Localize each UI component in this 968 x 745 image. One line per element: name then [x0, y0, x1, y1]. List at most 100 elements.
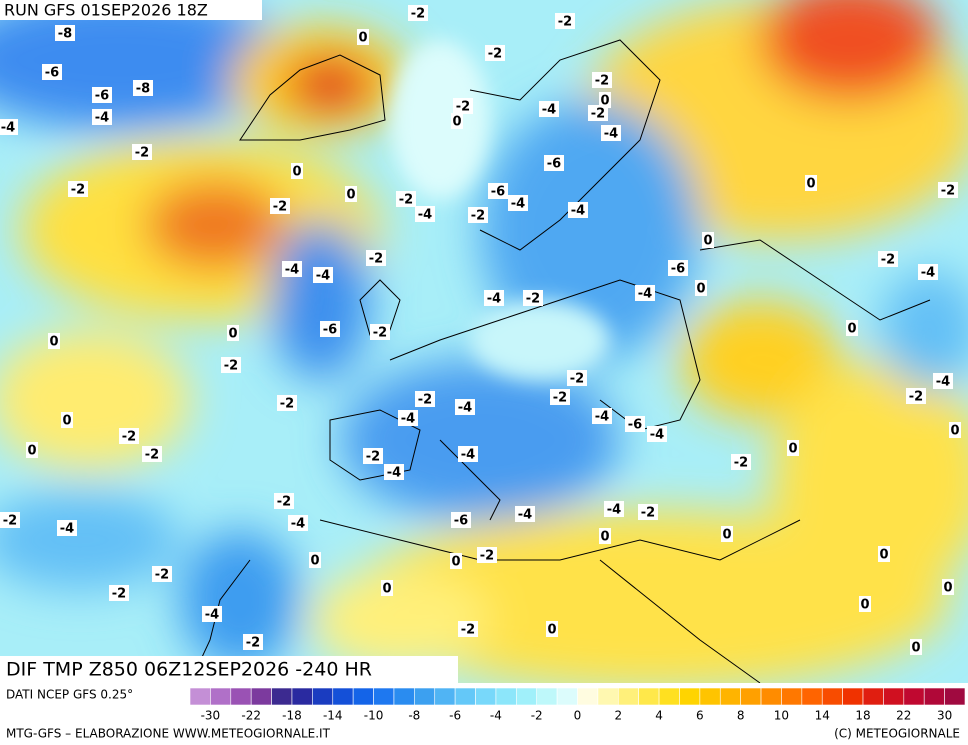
contour-label-bg — [450, 553, 462, 569]
contour-label: -2 — [369, 252, 383, 267]
contour-label-bg — [938, 182, 958, 198]
colorbar-label: -6 — [449, 709, 461, 723]
contour-label-bg — [668, 260, 688, 276]
contour-label: -4 — [387, 466, 401, 481]
contour-label: -2 — [461, 623, 475, 638]
contour-label: -2 — [71, 183, 85, 198]
contour-label: -2 — [246, 636, 260, 651]
contour-label: -4 — [638, 287, 652, 302]
contour-label-bg — [555, 13, 575, 29]
title-box — [0, 0, 262, 20]
contour-label-bg — [550, 389, 570, 405]
colorbar-swatch — [577, 687, 599, 706]
colorbar-swatch — [801, 687, 823, 706]
contour-label-bg — [451, 113, 463, 129]
contour-label-bg — [415, 391, 435, 407]
contour-label-bg — [282, 261, 302, 277]
colorbar-swatch — [434, 687, 456, 706]
colorbar-label: 14 — [815, 709, 830, 723]
contour-label: -6 — [491, 185, 505, 200]
colorbar: -30 -22 -18 -14 -10 -8 -6 -4 -2 0 2 4 6 8 10 14 18 22 30 — [189, 687, 966, 723]
colorbar-swatch — [393, 687, 415, 706]
contour-label: -4 — [936, 375, 950, 390]
colorbar-label: 22 — [896, 709, 911, 723]
run-label: DIF TMP Z850 06Z12SEP2026 -240 HR — [6, 659, 372, 681]
contour-label-bg — [592, 408, 612, 424]
contour-label-bg — [453, 98, 473, 114]
colorbar-label: -22 — [241, 709, 261, 723]
colorbar-label: 30 — [937, 709, 952, 723]
contour-label-bg — [345, 186, 357, 202]
contour-label: -2 — [480, 549, 494, 564]
colorbar-swatch — [740, 687, 762, 706]
colorbar-swatch — [516, 687, 538, 706]
contour-label: -4 — [921, 266, 935, 281]
contour-label: 0 — [879, 548, 888, 563]
contour-label: -4 — [542, 103, 556, 118]
contour-label: -4 — [316, 269, 330, 284]
contour-label-bg — [309, 552, 321, 568]
contour-label: -4 — [461, 448, 475, 463]
contour-label-bg — [26, 442, 38, 458]
contour-label: -2 — [456, 100, 470, 115]
contour-label: -4 — [401, 412, 415, 427]
contour-label-bg — [119, 428, 139, 444]
colorbar-swatch — [475, 687, 497, 706]
contour-label-bg — [805, 175, 817, 191]
colorbar-label: -8 — [408, 709, 420, 723]
contour-label: -2 — [526, 292, 540, 307]
contour-label: -2 — [488, 47, 502, 62]
colorbar-swatch — [719, 687, 741, 706]
contour-label-bg — [695, 280, 707, 296]
contour-label: -6 — [454, 514, 468, 529]
contour-label: -2 — [145, 448, 159, 463]
contour-label-bg — [942, 579, 954, 595]
contour-label: 0 — [950, 424, 959, 439]
contour-label: 0 — [451, 555, 460, 570]
contour-label: -2 — [641, 506, 655, 521]
contour-label-bg — [455, 399, 475, 415]
contour-label-bg — [546, 621, 558, 637]
contour-label: -6 — [323, 323, 337, 338]
contour-label-bg — [396, 191, 416, 207]
contour-label: 0 — [788, 442, 797, 457]
colorbar-swatch — [760, 687, 782, 706]
contour-label-bg — [604, 501, 624, 517]
contour-label: -8 — [136, 82, 150, 97]
contour-label: -2 — [373, 326, 387, 341]
colorbar-label: 2 — [614, 709, 622, 723]
contour-label: -4 — [571, 204, 585, 219]
contour-label: -2 — [399, 193, 413, 208]
contour-label: -4 — [487, 292, 501, 307]
contour-label-bg — [92, 109, 112, 125]
contour-label: -2 — [595, 74, 609, 89]
contour-label-bg — [0, 119, 18, 135]
colorbar-swatch — [352, 687, 374, 706]
contour-label: 0 — [911, 641, 920, 656]
run-title: RUN GFS 01SEP2026 18Z — [4, 1, 208, 20]
contour-label: -6 — [547, 157, 561, 172]
contour-label-bg — [918, 264, 938, 280]
contour-label: -2 — [366, 450, 380, 465]
contour-label-bg — [568, 202, 588, 218]
colorbar-swatch — [230, 687, 252, 706]
contour-label-bg — [488, 183, 508, 199]
contour-label-bg — [523, 290, 543, 306]
contour-label-bg — [625, 416, 645, 432]
contour-label: -2 — [273, 200, 287, 215]
contour-label-bg — [458, 446, 478, 462]
contour-label: -4 — [604, 127, 618, 142]
colorbar-swatch — [923, 687, 945, 706]
contour-label: -2 — [112, 587, 126, 602]
contour-label-bg — [544, 155, 564, 171]
contour-label-bg — [415, 206, 435, 222]
colorbar-swatch — [944, 687, 966, 706]
contour-label: 0 — [49, 335, 58, 350]
contour-label-bg — [288, 515, 308, 531]
colorbar-swatch — [189, 687, 211, 706]
contour-label-bg — [599, 528, 611, 544]
colorbar-label: -10 — [364, 709, 384, 723]
contour-label-bg — [55, 25, 75, 41]
contour-label: 0 — [703, 234, 712, 249]
contour-label-bg — [370, 324, 390, 340]
